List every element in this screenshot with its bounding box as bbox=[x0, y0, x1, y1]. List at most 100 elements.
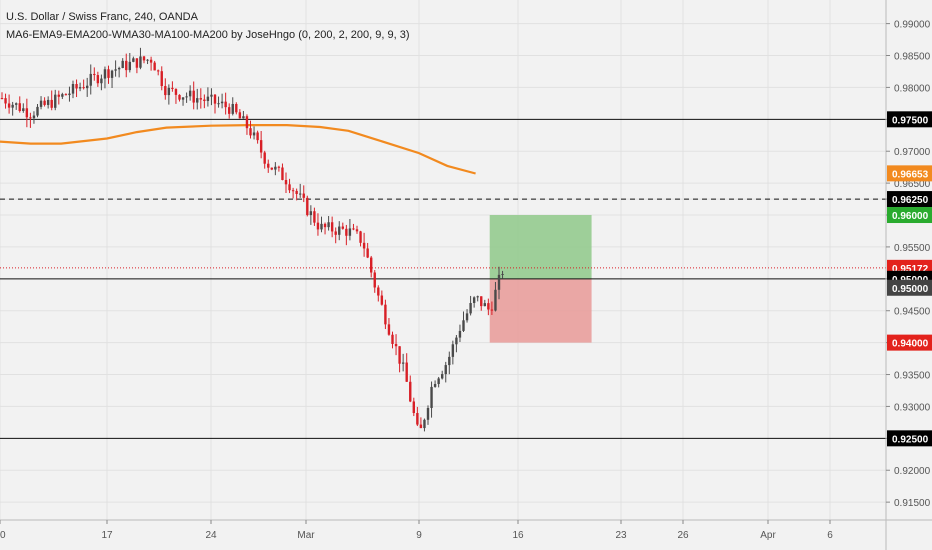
price-tick-label[interactable]: 0.92000 bbox=[894, 466, 931, 477]
time-tick-label[interactable]: 10 bbox=[0, 530, 6, 541]
candle-body bbox=[302, 193, 305, 198]
moving-average-line bbox=[0, 123, 476, 175]
candle-body bbox=[373, 272, 376, 288]
candle-body bbox=[153, 62, 156, 71]
price-tick-label[interactable]: 0.95500 bbox=[894, 243, 931, 254]
time-tick-label[interactable]: 16 bbox=[512, 530, 524, 541]
time-tick-label[interactable]: 26 bbox=[677, 530, 689, 541]
candle-body bbox=[263, 152, 266, 164]
candle-body bbox=[352, 228, 355, 230]
time-tick-label[interactable]: Mar bbox=[297, 530, 315, 541]
candle-body bbox=[490, 309, 494, 311]
price-tick-label[interactable]: 0.93000 bbox=[894, 402, 931, 413]
candle-body bbox=[171, 87, 174, 90]
candle-body bbox=[93, 73, 96, 76]
price-label-box[interactable] bbox=[887, 279, 932, 296]
stop-zone[interactable] bbox=[489, 278, 592, 343]
target-zone[interactable] bbox=[489, 215, 592, 279]
price-tick-label[interactable]: 0.96500 bbox=[894, 179, 931, 190]
candle-body bbox=[274, 166, 277, 170]
price-tick-label[interactable]: 0.98000 bbox=[894, 83, 931, 94]
candle-body bbox=[398, 346, 401, 364]
level-label-box[interactable] bbox=[887, 191, 932, 208]
candle-body bbox=[377, 287, 380, 296]
price-tick-label[interactable]: 0.91500 bbox=[894, 498, 931, 509]
price-label-box[interactable] bbox=[887, 207, 932, 224]
candle-body bbox=[256, 132, 259, 141]
price-tick-label[interactable]: 0.94500 bbox=[894, 307, 931, 318]
candle-body bbox=[114, 69, 117, 71]
candle-body bbox=[192, 90, 195, 103]
time-tick-label[interactable]: Apr bbox=[760, 530, 776, 541]
candle-body bbox=[11, 104, 14, 108]
indicator-legend[interactable]: MA6-EMA9-EMA200-WMA30-MA100-MA200 by Jos… bbox=[6, 29, 410, 41]
candle-body bbox=[295, 190, 298, 194]
candle-body bbox=[64, 94, 68, 96]
candle-body bbox=[419, 424, 423, 429]
time-tick-label[interactable]: 24 bbox=[205, 530, 217, 541]
candle-body bbox=[39, 100, 43, 107]
candle-body bbox=[259, 140, 263, 153]
time-tick-label[interactable]: 17 bbox=[101, 530, 113, 541]
candle-body bbox=[426, 408, 430, 420]
candle-body bbox=[71, 83, 75, 94]
candle-body bbox=[139, 56, 142, 68]
candle-body bbox=[29, 117, 32, 119]
candle-body bbox=[178, 94, 181, 100]
candle-body bbox=[82, 87, 85, 89]
price-tick-label[interactable]: 0.98500 bbox=[894, 52, 931, 63]
candle-body bbox=[416, 413, 419, 425]
candle-body bbox=[430, 386, 433, 409]
candle-body bbox=[497, 274, 501, 290]
time-tick-label[interactable]: 6 bbox=[827, 530, 833, 541]
candle-body bbox=[224, 101, 227, 108]
candle-body bbox=[281, 167, 284, 180]
candle-body bbox=[78, 87, 82, 89]
candle-body bbox=[501, 273, 504, 275]
level-label-box[interactable] bbox=[887, 430, 932, 447]
candle-body bbox=[210, 94, 213, 97]
time-tick-label[interactable]: 9 bbox=[416, 530, 422, 541]
candle-body bbox=[362, 242, 366, 249]
price-label-box[interactable] bbox=[887, 334, 932, 351]
price-tick-label[interactable]: 0.93500 bbox=[894, 371, 931, 382]
level-label: 0.92500 bbox=[892, 434, 929, 445]
candle-body bbox=[444, 365, 447, 375]
price-tick-label[interactable]: 0.99000 bbox=[894, 20, 931, 31]
candle-body bbox=[50, 99, 53, 108]
candle-body bbox=[100, 78, 103, 84]
level-label: 0.96250 bbox=[892, 195, 929, 206]
price-label: 0.95172 bbox=[892, 264, 929, 275]
level-label-box[interactable] bbox=[887, 111, 932, 128]
price-label-box[interactable] bbox=[887, 165, 932, 182]
candle-body bbox=[46, 99, 50, 105]
candle-body bbox=[451, 344, 455, 357]
candle-body bbox=[135, 58, 139, 68]
candle-body bbox=[483, 303, 486, 307]
candle-body bbox=[270, 167, 273, 170]
candle-body bbox=[181, 97, 185, 100]
time-tick-label[interactable]: 23 bbox=[615, 530, 627, 541]
candle-body bbox=[125, 60, 128, 71]
candle-body bbox=[245, 116, 249, 129]
candle-body bbox=[157, 70, 160, 72]
candle-body bbox=[238, 112, 242, 119]
candle-body bbox=[96, 75, 100, 84]
candle-body bbox=[206, 96, 210, 102]
candle-body bbox=[220, 101, 224, 104]
candle-body bbox=[199, 98, 202, 100]
candle-body bbox=[188, 90, 192, 97]
candle-body bbox=[299, 193, 302, 195]
candle-body bbox=[370, 257, 373, 273]
candle-body bbox=[412, 401, 415, 414]
candle-body bbox=[160, 71, 163, 87]
candle-body bbox=[110, 70, 114, 78]
candle-body bbox=[18, 103, 21, 112]
candle-body bbox=[455, 337, 458, 345]
price-tick-label[interactable]: 0.97000 bbox=[894, 147, 931, 158]
candle-body bbox=[0, 98, 4, 100]
candle-body bbox=[469, 303, 472, 314]
candle-body bbox=[149, 59, 153, 63]
candle-body bbox=[103, 69, 107, 79]
